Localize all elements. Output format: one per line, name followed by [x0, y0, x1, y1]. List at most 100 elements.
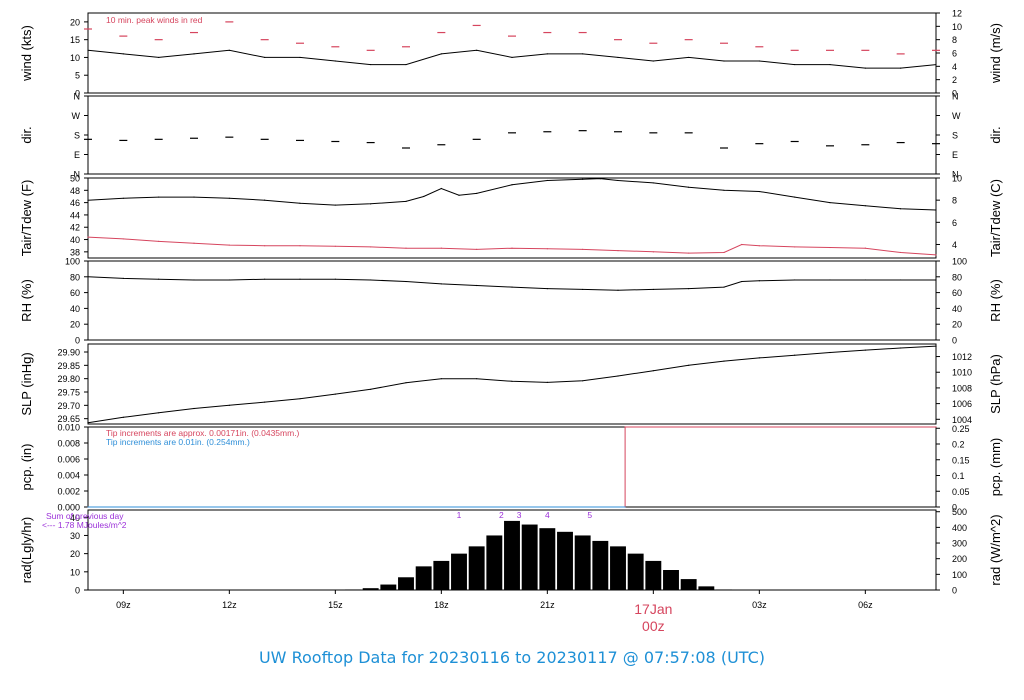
- data-point-slp: [900, 347, 902, 349]
- right-tick-label: 4: [952, 240, 957, 250]
- data-point-rh: [741, 280, 743, 283]
- data-point-temp: [617, 179, 619, 182]
- right-tick-label: N: [952, 170, 959, 180]
- right-tick-label: 80: [952, 272, 962, 282]
- data-point-rh: [582, 288, 584, 291]
- data-point-wind: [193, 53, 195, 55]
- data-point-wind: [264, 56, 266, 59]
- bar-rad: [680, 579, 697, 590]
- data-point-wind: [228, 49, 230, 51]
- left-tick-label: 0.008: [57, 439, 80, 449]
- left-tick-label: 42: [70, 223, 80, 233]
- annotation-rad: Sum of previous day: [46, 511, 124, 521]
- right-tick-label: 1006: [952, 399, 972, 409]
- data-point-temp: [122, 238, 124, 240]
- left-tick-label: E: [74, 150, 80, 160]
- data-point-slp: [264, 401, 266, 403]
- left-tick-label: 10: [70, 53, 80, 63]
- data-point-wind: [511, 56, 513, 59]
- right-axis-label-rad: rad (W/m^2): [988, 514, 1003, 585]
- left-tick-label: 0: [75, 586, 80, 596]
- data-point-temp: [582, 248, 584, 250]
- right-tick-label: 1004: [952, 415, 972, 425]
- right-tick-label: 2: [952, 75, 957, 85]
- data-point-temp: [758, 190, 760, 193]
- data-point-slp: [193, 407, 195, 410]
- right-tick-label: 100: [952, 570, 967, 580]
- left-tick-label: 20: [70, 17, 80, 27]
- left-axis-label-rad: rad(Lgly/hr): [19, 517, 34, 583]
- left-axis-label-dir: dir.: [19, 126, 34, 143]
- data-point-wind: [582, 53, 584, 55]
- data-point-slp: [723, 360, 725, 362]
- x-tick-label: 12z: [222, 600, 237, 610]
- data-point-rh: [758, 280, 760, 282]
- right-tick-label: 0: [952, 336, 957, 346]
- bar-rad: [610, 546, 626, 590]
- date-label: 17Jan: [634, 601, 672, 617]
- data-point-wind: [87, 49, 89, 51]
- bar-rad: [574, 535, 591, 590]
- right-tick-label: S: [952, 131, 958, 141]
- data-point-wind: [652, 60, 654, 62]
- right-tick-label: N: [952, 92, 959, 102]
- left-tick-label: 46: [70, 198, 80, 208]
- data-point-temp: [440, 247, 442, 249]
- bar-rad: [557, 531, 573, 590]
- left-tick-label: 15: [70, 35, 80, 45]
- data-point-temp: [723, 251, 725, 254]
- data-point-pcp: [624, 506, 626, 508]
- left-tick-label: 100: [65, 257, 80, 267]
- data-point-temp: [546, 179, 548, 182]
- left-axis-label-temp: Tair/Tdew (F): [19, 180, 34, 257]
- right-tick-label: 200: [952, 554, 967, 564]
- bar-rad: [663, 570, 679, 590]
- data-point-temp: [87, 199, 89, 201]
- rad-marker-label: 3: [517, 510, 522, 520]
- annotation-rad: <--- 1.78 MJoules/m^2: [42, 520, 127, 530]
- data-point-slp: [617, 375, 619, 377]
- date-sub-label: 00z: [642, 618, 665, 634]
- data-point-slp: [122, 416, 124, 418]
- data-point-rh: [334, 278, 336, 280]
- data-point-temp: [193, 196, 195, 198]
- data-point-temp: [794, 196, 796, 198]
- data-point-temp: [599, 178, 601, 180]
- right-tick-label: 4: [952, 62, 957, 72]
- data-point-temp: [864, 205, 866, 207]
- data-point-temp: [405, 247, 407, 249]
- data-point-rh: [122, 277, 124, 279]
- bar-rad: [468, 546, 485, 590]
- data-point-slp: [546, 381, 548, 383]
- data-point-temp: [228, 244, 230, 246]
- data-point-rh: [688, 288, 690, 290]
- data-point-slp: [794, 354, 796, 356]
- data-point-temp: [741, 243, 743, 246]
- data-point-rh: [228, 279, 230, 281]
- bar-rad: [362, 588, 379, 590]
- data-point-wind: [617, 56, 619, 59]
- data-point-wind: [334, 60, 336, 62]
- panel-frame-wind: [87, 12, 937, 94]
- data-point-slp: [829, 351, 831, 354]
- right-tick-label: 40: [952, 304, 962, 314]
- bar-rad: [698, 586, 715, 590]
- right-tick-label: 0.05: [952, 487, 970, 497]
- bar-rad: [539, 528, 556, 590]
- data-point-temp: [723, 189, 725, 191]
- data-point-slp: [758, 357, 760, 359]
- left-tick-label: 29.65: [57, 414, 80, 424]
- right-tick-label: 1010: [952, 368, 972, 378]
- right-tick-label: 0: [952, 89, 957, 99]
- right-axis-label-temp: Tair/Tdew (C): [988, 179, 1003, 257]
- data-point-rh: [87, 276, 89, 278]
- data-point-slp: [158, 412, 160, 414]
- data-point-temp: [87, 236, 89, 238]
- data-point-slp: [440, 378, 442, 380]
- right-tick-label: 0.1: [952, 471, 965, 481]
- data-point-temp: [158, 196, 160, 198]
- data-point-temp: [193, 242, 195, 244]
- data-point-wind: [688, 56, 690, 59]
- bar-rad: [716, 589, 732, 590]
